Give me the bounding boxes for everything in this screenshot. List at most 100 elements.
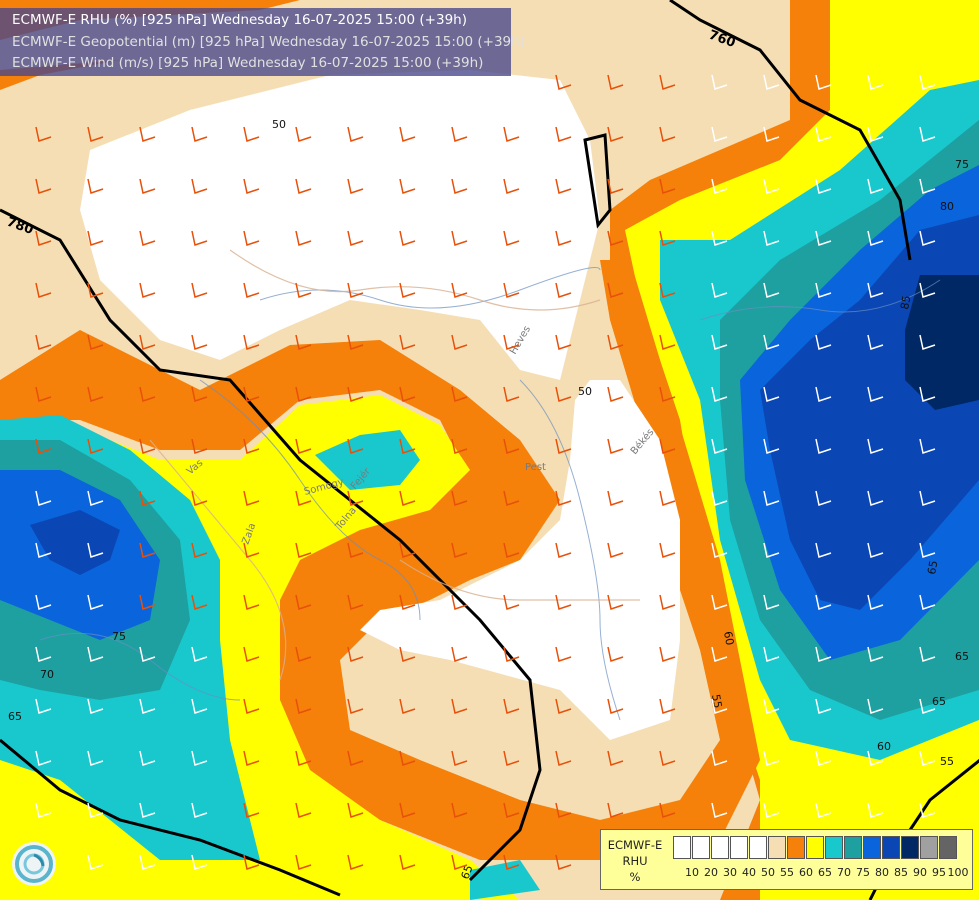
wind-barb xyxy=(243,594,260,610)
wind-barb xyxy=(87,802,104,818)
legend-tick: 80 xyxy=(875,866,889,879)
wind-barb xyxy=(35,386,52,402)
wind-barb xyxy=(711,490,728,506)
wind-barb xyxy=(399,698,416,714)
wind-barb xyxy=(35,594,52,610)
title-line-wind: ECMWF-E Wind (m/s) [925 hPa] Wednesday 1… xyxy=(12,55,484,71)
wind-barb xyxy=(87,490,104,506)
wind-barb xyxy=(191,542,208,558)
rhu-70-central xyxy=(315,430,420,490)
wind-barb xyxy=(815,594,832,610)
wind-barb xyxy=(711,542,728,558)
legend-swatch xyxy=(825,836,843,859)
wind-barb xyxy=(347,126,364,142)
title-line-geopotential: ECMWF-E Geopotential (m) [925 hPa] Wedne… xyxy=(12,34,525,50)
wind-barb xyxy=(451,230,468,246)
wind-barb xyxy=(399,594,416,610)
wind-barb xyxy=(867,594,884,610)
wind-barb xyxy=(919,126,936,142)
wind-barb xyxy=(503,490,520,506)
wind-barb xyxy=(295,386,312,402)
legend-tick: 55 xyxy=(780,866,794,879)
wind-barb xyxy=(503,126,520,142)
wind-barb xyxy=(919,802,936,818)
contour-label: 70 xyxy=(40,668,54,681)
wind-barb xyxy=(295,282,312,298)
legend-tick: 70 xyxy=(837,866,851,879)
wind-barb xyxy=(451,750,468,766)
wind-barb xyxy=(763,386,780,402)
wind-barb xyxy=(711,594,728,610)
wind-barb xyxy=(87,282,104,298)
legend-swatch xyxy=(673,836,691,859)
wind-barb xyxy=(867,126,884,142)
wind-barb xyxy=(919,74,936,90)
wind-barb xyxy=(503,282,520,298)
wind-barb xyxy=(815,750,832,766)
wind-barb xyxy=(503,230,520,246)
legend-tick: 75 xyxy=(856,866,870,879)
wind-barb xyxy=(139,490,156,506)
wind-barb xyxy=(711,74,728,90)
legend-swatch xyxy=(863,836,881,859)
wind-barb xyxy=(919,438,936,454)
wind-barb xyxy=(35,698,52,714)
wind-barb xyxy=(607,594,624,610)
wind-barb xyxy=(607,282,624,298)
wind-barb xyxy=(607,178,624,194)
wind-barb xyxy=(867,334,884,350)
wind-barb xyxy=(243,750,260,766)
wind-barb xyxy=(503,334,520,350)
wind-barb xyxy=(243,178,260,194)
wind-barb xyxy=(399,178,416,194)
wind-barb xyxy=(659,178,676,194)
wind-barb xyxy=(763,802,780,818)
wind-barb xyxy=(867,490,884,506)
logo-icon xyxy=(12,842,56,886)
wind-barb xyxy=(399,750,416,766)
legend-tick: 95 xyxy=(932,866,946,879)
wind-barb xyxy=(607,126,624,142)
legend-swatch xyxy=(749,836,767,859)
wind-barb xyxy=(399,490,416,506)
legend-swatch xyxy=(920,836,938,859)
wind-barb xyxy=(711,802,728,818)
wind-barb xyxy=(191,178,208,194)
wind-barb xyxy=(763,438,780,454)
wind-barb xyxy=(503,594,520,610)
wind-barb xyxy=(139,646,156,662)
wind-barb xyxy=(503,802,520,818)
legend-tick: 40 xyxy=(742,866,756,879)
wind-barb xyxy=(607,750,624,766)
wind-barb xyxy=(191,854,208,870)
wind-barb xyxy=(35,802,52,818)
wind-barb xyxy=(35,126,52,142)
wind-barb xyxy=(867,282,884,298)
wind-barb xyxy=(867,802,884,818)
contour-label: 50 xyxy=(578,385,592,398)
wind-barb xyxy=(243,490,260,506)
wind-barb xyxy=(243,698,260,714)
border-line xyxy=(583,133,612,229)
wind-barb xyxy=(295,854,312,870)
wind-barb xyxy=(815,126,832,142)
wind-barb xyxy=(87,698,104,714)
wind-barb xyxy=(815,542,832,558)
wind-barbs xyxy=(35,74,936,870)
wind-barb xyxy=(815,698,832,714)
legend-swatch xyxy=(939,836,957,859)
wind-barb xyxy=(555,802,572,818)
geopotential-760 xyxy=(669,0,912,261)
wind-barb xyxy=(867,386,884,402)
wind-barb xyxy=(763,334,780,350)
legend-tick: 65 xyxy=(818,866,832,879)
contour-label: 65 xyxy=(932,695,946,708)
wind-barb xyxy=(347,698,364,714)
legend-model: ECMWF-E xyxy=(607,838,663,852)
wind-barb xyxy=(139,802,156,818)
wind-barb xyxy=(659,750,676,766)
wind-barb xyxy=(919,542,936,558)
legend-swatch xyxy=(711,836,729,859)
wind-barb xyxy=(763,74,780,90)
